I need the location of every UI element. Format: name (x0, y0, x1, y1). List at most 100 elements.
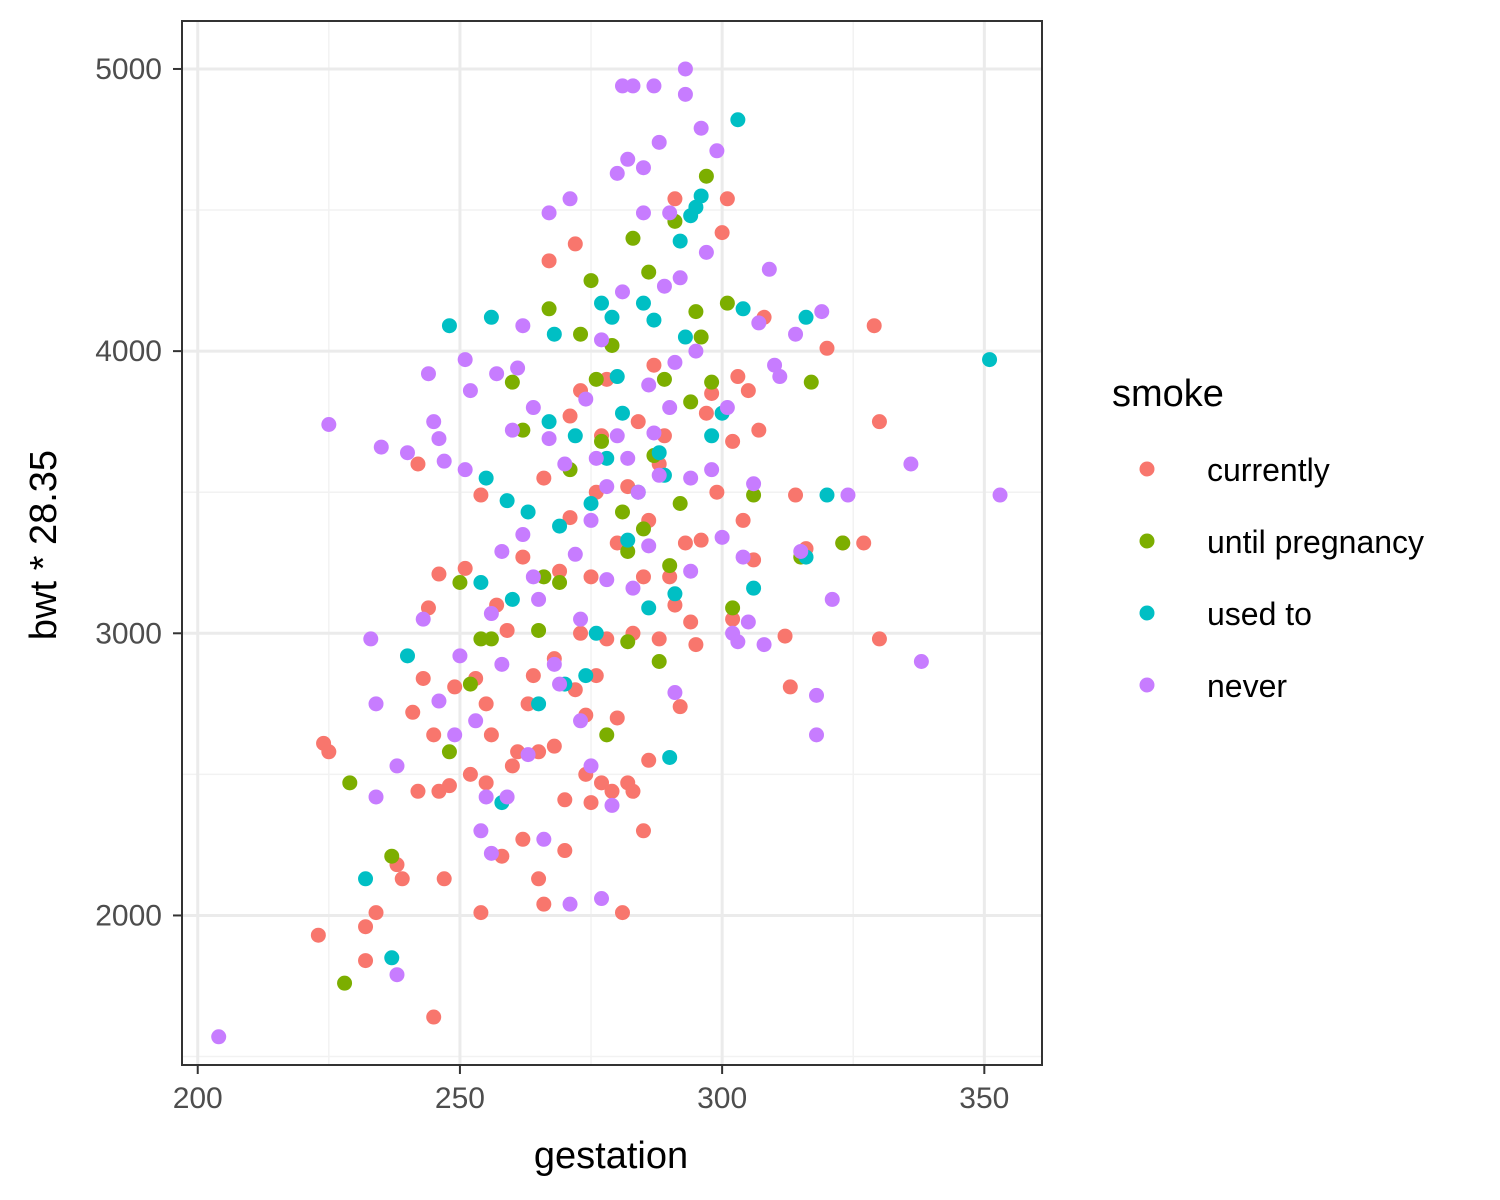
data-point (499, 622, 515, 638)
data-point (478, 696, 494, 712)
data-point (573, 326, 589, 342)
data-point (541, 205, 557, 221)
x-axis: 200 250 300 350 (173, 1065, 1009, 1115)
data-point (856, 535, 872, 551)
data-point (604, 309, 620, 325)
data-point (677, 535, 693, 551)
data-point (777, 628, 793, 644)
data-points (211, 61, 1008, 1045)
data-point (798, 309, 814, 325)
data-point (594, 332, 610, 348)
data-point (583, 569, 599, 585)
data-point (609, 710, 625, 726)
data-point (567, 428, 583, 444)
data-point (457, 352, 473, 368)
data-point (714, 225, 730, 241)
data-point (541, 431, 557, 447)
data-point (473, 631, 489, 647)
data-point (447, 727, 463, 743)
data-point (358, 919, 374, 935)
data-point (656, 371, 672, 387)
data-point (594, 295, 610, 311)
data-point (588, 371, 604, 387)
data-point (662, 558, 678, 574)
data-point (903, 456, 919, 472)
data-point (630, 414, 646, 430)
data-point (803, 374, 819, 390)
data-point (546, 326, 562, 342)
data-point (599, 572, 615, 588)
data-point (656, 278, 672, 294)
minor-gridlines (182, 21, 1042, 1065)
data-point (557, 843, 573, 859)
data-point (620, 543, 636, 559)
data-point (431, 566, 447, 582)
data-point (515, 527, 531, 543)
data-point (913, 654, 929, 670)
data-point (567, 236, 583, 252)
data-point (494, 656, 510, 672)
data-point (620, 151, 636, 167)
data-point (840, 487, 856, 503)
data-point (735, 549, 751, 565)
data-point (426, 1009, 442, 1025)
data-point (536, 831, 552, 847)
panel-border (181, 20, 1043, 1066)
data-point (698, 405, 714, 421)
data-point (552, 518, 568, 534)
data-point (635, 205, 651, 221)
data-point (698, 168, 714, 184)
data-point (520, 504, 536, 520)
data-point (646, 425, 662, 441)
data-point (693, 120, 709, 136)
data-point (688, 343, 704, 359)
data-point (677, 61, 693, 77)
data-point (793, 543, 809, 559)
data-point (520, 747, 536, 763)
data-point (667, 586, 683, 602)
data-point (730, 369, 746, 385)
data-point (552, 676, 568, 692)
data-point (211, 1029, 227, 1045)
data-point (641, 264, 657, 280)
data-point (599, 479, 615, 495)
data-point (462, 766, 478, 782)
data-point (310, 927, 326, 943)
data-point (662, 569, 678, 585)
data-point (746, 487, 762, 503)
legend-title: smoke (1112, 373, 1224, 415)
data-point (662, 749, 678, 765)
data-point (594, 891, 610, 907)
data-point (546, 656, 562, 672)
data-point (431, 693, 447, 709)
data-point (504, 591, 520, 607)
legend-item-used-to: used to (1139, 596, 1312, 632)
data-point (751, 315, 767, 331)
data-point (683, 470, 699, 486)
data-point (709, 143, 725, 159)
data-point (688, 637, 704, 653)
data-point (578, 391, 594, 407)
data-point (478, 789, 494, 805)
legend-label: until pregnancy (1207, 524, 1424, 560)
data-point (667, 191, 683, 207)
data-point (436, 871, 452, 887)
data-point (767, 357, 783, 373)
data-point (672, 699, 688, 715)
data-point (814, 304, 830, 320)
data-point (698, 244, 714, 260)
data-point (620, 634, 636, 650)
data-point (871, 414, 887, 430)
data-point (410, 783, 426, 799)
data-point (483, 631, 499, 647)
x-tick-label: 250 (435, 1082, 485, 1115)
data-point (719, 295, 735, 311)
data-point (510, 360, 526, 376)
data-point (468, 713, 484, 729)
data-point (368, 696, 384, 712)
data-point (704, 462, 720, 478)
data-point (635, 823, 651, 839)
y-tick-label: 4000 (95, 335, 162, 368)
data-point (609, 428, 625, 444)
data-point (588, 625, 604, 641)
